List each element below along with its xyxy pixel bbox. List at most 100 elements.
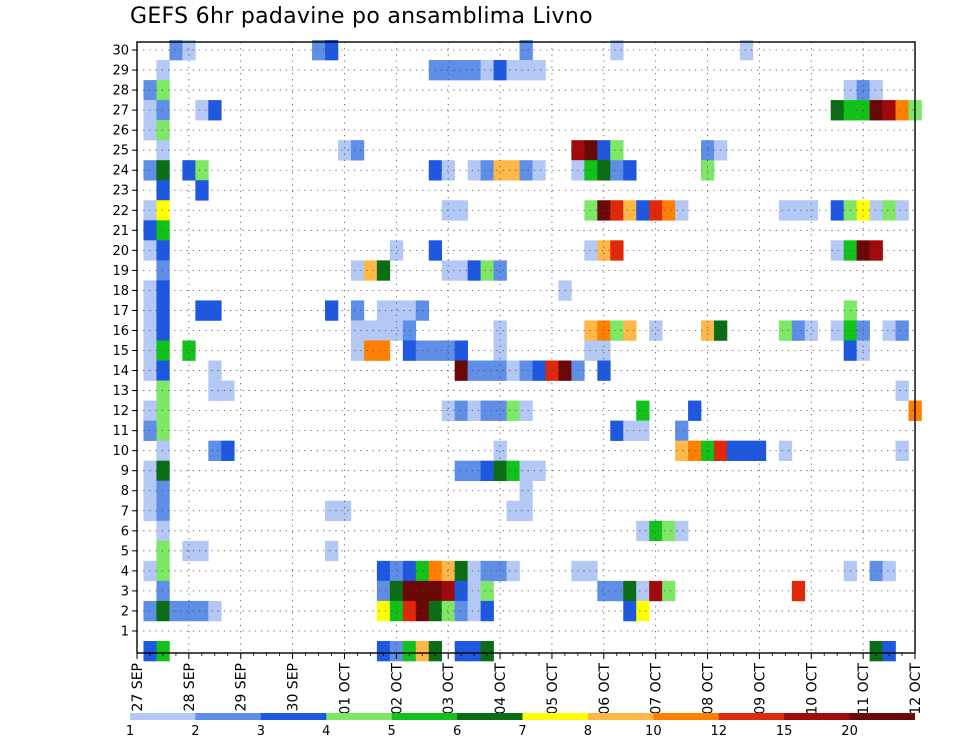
heatmap-cell — [882, 640, 896, 662]
heatmap-cell — [584, 240, 598, 261]
heatmap-cell — [623, 200, 637, 221]
heatmap-cell — [493, 60, 507, 81]
heatmap-cell — [804, 320, 819, 341]
heatmap-cell — [325, 300, 339, 321]
colorbar-swatch — [130, 713, 196, 720]
heatmap-cell — [389, 580, 404, 602]
colorbar-label: 4 — [322, 724, 330, 739]
heatmap-cell — [208, 380, 222, 401]
heatmap-cell — [519, 480, 533, 502]
heatmap-cell — [376, 320, 391, 341]
heatmap-cell — [480, 600, 494, 622]
y-tick-label: 17 — [112, 304, 129, 319]
heatmap-cell — [376, 340, 391, 361]
heatmap-cell — [467, 560, 481, 582]
heatmap-cell — [350, 140, 365, 161]
heatmap-cell — [480, 260, 494, 281]
heatmap-cell — [597, 160, 611, 181]
y-tick-label: 11 — [112, 424, 129, 439]
heatmap-cell — [506, 60, 520, 81]
heatmap-cell — [506, 560, 520, 582]
heatmap-cell — [688, 440, 702, 461]
heatmap-cell — [389, 300, 404, 321]
heatmap-cell — [454, 580, 468, 602]
heatmap-cell — [532, 160, 546, 181]
heatmap-cell — [156, 480, 170, 502]
heatmap-cell — [610, 240, 624, 261]
y-tick-label: 22 — [112, 204, 129, 219]
heatmap-cell — [454, 200, 468, 221]
heatmap-cell — [156, 340, 170, 361]
heatmap-cell — [597, 140, 611, 161]
heatmap-cell — [221, 380, 235, 401]
heatmap-cell — [156, 600, 170, 622]
y-tick-label: 15 — [112, 344, 129, 359]
heatmap-cell — [493, 400, 507, 421]
heatmap-cell — [156, 220, 170, 241]
heatmap-cell — [895, 440, 909, 461]
heatmap-cell — [156, 120, 170, 141]
heatmap-cell — [597, 340, 611, 361]
heatmap-cell — [493, 440, 507, 461]
heatmap-cell — [519, 460, 533, 482]
heatmap-cell — [363, 340, 378, 361]
heatmap-cell — [636, 200, 650, 221]
heatmap-cell — [195, 100, 209, 121]
colorbar-label: 12 — [710, 724, 727, 739]
heatmap-cell — [467, 580, 481, 602]
y-tick-label: 13 — [112, 384, 129, 399]
heatmap-cell — [182, 340, 196, 361]
heatmap-cell — [156, 540, 170, 562]
heatmap-cell — [156, 320, 170, 341]
x-tick-label: 09 OCT — [752, 663, 768, 715]
heatmap-cell — [597, 580, 611, 602]
chart-title: GEFS 6hr padavine po ansamblima Livno — [130, 4, 593, 29]
heatmap-cell — [376, 600, 391, 622]
heatmap-cell — [610, 200, 624, 221]
colorbar-label: 7 — [518, 724, 526, 739]
heatmap-cell — [182, 600, 196, 622]
heatmap-cell — [454, 600, 468, 622]
heatmap-cell — [402, 640, 417, 662]
heatmap-cell — [454, 460, 468, 482]
heatmap-cell — [610, 160, 624, 181]
heatmap-cell — [454, 260, 468, 281]
heatmap-cell — [467, 640, 481, 662]
y-tick-label: 29 — [112, 64, 129, 79]
heatmap-cell — [441, 60, 455, 81]
colorbar-swatch — [391, 713, 458, 720]
heatmap-cell — [610, 140, 624, 161]
heatmap-cell — [441, 260, 455, 281]
heatmap-cell — [778, 200, 793, 221]
heatmap-cell — [623, 600, 637, 622]
heatmap-cell — [493, 160, 507, 181]
heatmap-cell — [493, 320, 507, 341]
heatmap-cell — [882, 100, 896, 121]
x-tick-label: 11 OCT — [856, 663, 872, 715]
heatmap-cell — [493, 340, 507, 361]
heatmap-cell — [350, 260, 365, 281]
colorbar-swatch — [260, 713, 327, 720]
heatmap-cell — [584, 200, 598, 221]
x-tick-label: 10 OCT — [804, 663, 820, 715]
heatmap-cell — [156, 360, 170, 381]
heatmap-cell — [752, 440, 767, 461]
x-tick-label: 01 OCT — [337, 663, 353, 715]
heatmap-cell — [363, 320, 378, 341]
heatmap-cell — [636, 520, 650, 542]
heatmap-cell — [195, 180, 209, 201]
colorbar-label: 10 — [645, 724, 662, 739]
heatmap-cell — [882, 200, 896, 221]
y-tick-label: 18 — [112, 284, 129, 299]
heatmap-cell — [584, 560, 598, 582]
heatmap-cell — [830, 320, 844, 341]
heatmap-cell — [156, 420, 170, 441]
heatmap-cell — [376, 560, 391, 582]
heatmap-cell — [882, 560, 896, 582]
heatmap-cell — [312, 40, 326, 61]
heatmap-cell — [195, 160, 209, 181]
heatmap-cell — [778, 440, 793, 461]
heatmap-cell — [584, 160, 598, 181]
y-tick-label: 3 — [121, 584, 129, 599]
heatmap-cell — [675, 420, 689, 441]
